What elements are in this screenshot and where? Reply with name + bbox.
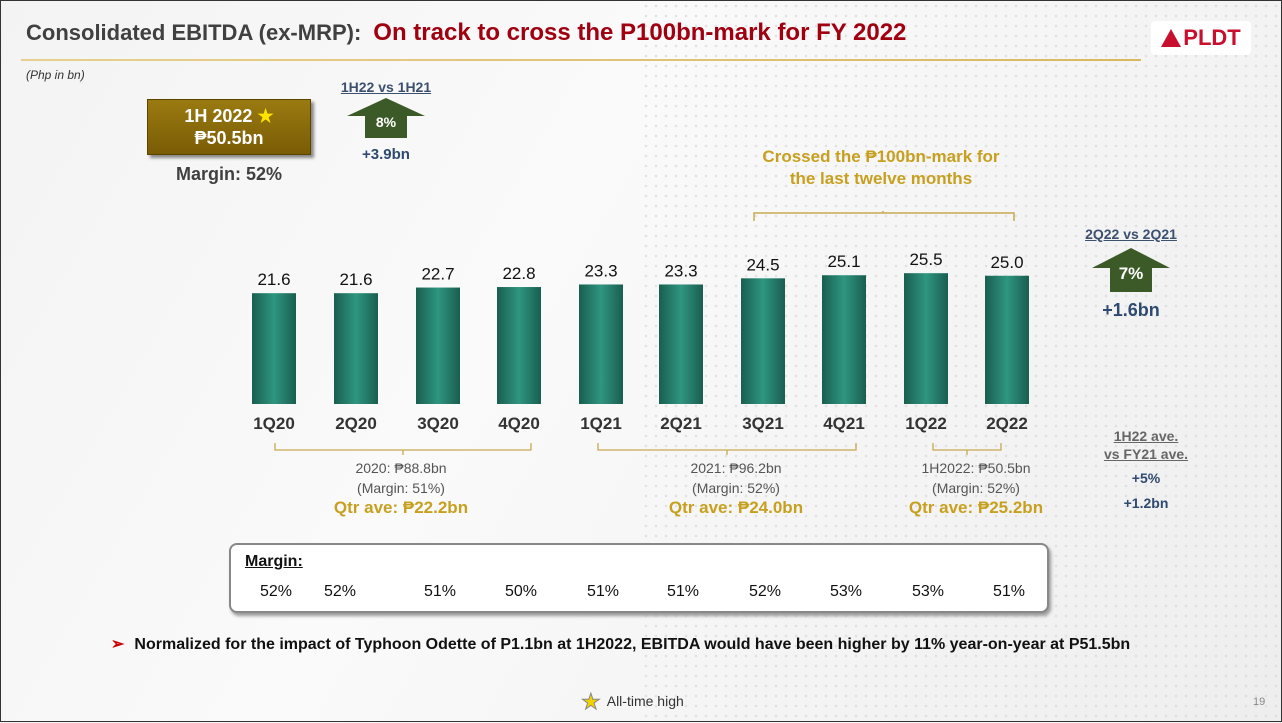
title-divider: [21, 59, 1141, 61]
bar-3Q20: [416, 287, 460, 404]
category-label: 4Q21: [823, 414, 865, 433]
bar-1Q20: [252, 293, 296, 404]
margin-value: 53%: [911, 583, 945, 600]
category-label: 2Q21: [660, 414, 702, 433]
group-total: 2021: ₱96.2bn: [690, 460, 782, 476]
margin-box: Margin: 52% 52% 51% 50% 51% 51% 52% 53% 53% 51%: [229, 543, 1049, 613]
bullet-note: ➢ Normalized for the impact of Typhoon Od…: [111, 634, 1211, 656]
group-margin: (Margin: 51%): [357, 480, 445, 496]
title-highlight: On track to cross the P100bn-mark for FY…: [373, 19, 907, 46]
ltm-bracket: [753, 211, 1015, 221]
comparison-1h-delta: +3.9bn: [362, 146, 410, 163]
data-label: 22.7: [421, 265, 454, 284]
bracket-2022: [932, 443, 1002, 455]
pldt-logo: PLDT: [1151, 21, 1251, 55]
margin-label: Margin:: [245, 553, 303, 570]
comparison-avg-heading-line2: vs FY21 ave.: [1103, 446, 1189, 462]
group-total: 1H2022: ₱50.5bn: [921, 460, 1031, 476]
group-margin: (Margin: 52%): [692, 480, 780, 496]
category-label: 1Q21: [580, 414, 622, 433]
highlight-box: 1H 2022 ★ ₱50.5bn: [147, 99, 311, 155]
category-label: 2Q22: [986, 414, 1028, 433]
category-label: 2Q20: [335, 414, 377, 433]
bar-1Q22: [904, 273, 948, 404]
category-label: 3Q20: [417, 414, 459, 433]
margin-value: 51%: [666, 583, 700, 600]
title-main: Consolidated EBITDA (ex-MRP):: [26, 20, 362, 45]
data-label: 25.5: [909, 250, 942, 269]
group-total: 2020: ₱88.8bn: [355, 460, 447, 476]
bracket-2020: [274, 443, 532, 455]
up-arrow-icon: [1092, 248, 1170, 292]
category-label: 4Q20: [498, 414, 540, 433]
bar-3Q21: [741, 278, 785, 404]
data-label: 23.3: [664, 261, 697, 280]
data-label: 25.0: [990, 253, 1023, 272]
star-icon: ★: [581, 689, 602, 715]
comparison-2q-pct: 7%: [1118, 264, 1144, 283]
margin-value: 51%: [992, 583, 1026, 600]
category-label: 1Q22: [905, 414, 947, 433]
data-label: 21.6: [339, 270, 372, 289]
data-label: 25.1: [827, 252, 860, 271]
ltm-note-line2: the last twelve months: [789, 169, 973, 188]
comparison-2q-delta: +1.6bn: [1102, 300, 1160, 320]
data-label: 23.3: [584, 261, 617, 280]
bar-4Q21: [822, 275, 866, 404]
comparison-avg-delta: +1.2bn: [1123, 495, 1169, 511]
arrow-bullet-icon: ➢: [111, 636, 125, 653]
bar-2Q22: [985, 275, 1029, 404]
category-label: 1Q20: [253, 414, 295, 433]
ltm-note-line1: Crossed the ₱100bn-mark for: [762, 147, 1000, 166]
category-label: 3Q21: [742, 414, 784, 433]
bar-2Q20: [334, 293, 378, 404]
data-label: 22.8: [502, 264, 535, 283]
comparison-1h-heading: 1H22 vs 1H21: [340, 79, 432, 95]
group-brackets: [274, 443, 1002, 455]
bracket-2021: [597, 443, 857, 455]
legend: ★ All-time high: [581, 689, 684, 715]
group-margin: (Margin: 52%): [932, 480, 1020, 496]
bullet-text: Normalized for the impact of Typhoon Ode…: [134, 636, 1131, 653]
margin-value: 50%: [504, 583, 538, 600]
margin-value: 52%: [259, 583, 293, 600]
group-avg: Qtr ave: ₱25.2bn: [908, 498, 1044, 517]
comparison-avg-heading: 1H22 ave. vs FY21 ave.: [1081, 427, 1211, 463]
data-label: 24.5: [746, 255, 779, 274]
highlight-margin: Margin: 52%: [175, 164, 283, 184]
bar-4Q20: [497, 287, 541, 404]
group-2021: 2021: ₱96.2bn (Margin: 52%) Qtr ave: ₱24.0…: [636, 458, 836, 518]
star-icon: ★: [257, 106, 274, 126]
ebitda-bar-chart: 21.6 1Q20 21.6 2Q20 22.7 3Q20 22.8 4Q20 23.3 1Q21…: [252, 250, 1029, 433]
margin-value: 52%: [323, 583, 357, 600]
group-avg: Qtr ave: ₱24.0bn: [668, 498, 804, 517]
highlight-period: 1H 2022: [184, 106, 253, 126]
up-arrow-icon: [347, 98, 425, 138]
comparison-avg-pct: +5%: [1131, 470, 1161, 486]
group-avg: Qtr ave: ₱22.2bn: [333, 498, 469, 517]
data-label: 21.6: [257, 270, 290, 289]
comparison-avg-heading-line1: 1H22 ave.: [1113, 428, 1179, 444]
margin-value: 52%: [748, 583, 782, 600]
highlight-value: ₱50.5bn: [194, 128, 264, 148]
legend-label: All-time high: [606, 693, 684, 709]
logo-text: PLDT: [1183, 25, 1241, 50]
logo-icon: [1161, 29, 1182, 47]
unit-note: (Php in bn): [26, 68, 85, 82]
page-number: 19: [1253, 696, 1266, 708]
margin-value: 53%: [829, 583, 863, 600]
comparison-2q-heading: 2Q22 vs 2Q21: [1085, 226, 1177, 242]
bar-1Q21: [579, 284, 623, 404]
comparison-1h-pct: 8%: [375, 114, 397, 130]
group-2020: 2020: ₱88.8bn (Margin: 51%) Qtr ave: ₱22.2…: [301, 458, 501, 518]
page-title: Consolidated EBITDA (ex-MRP): On track to…: [26, 19, 906, 47]
ltm-note: Crossed the ₱100bn-mark for the last twel…: [721, 146, 1041, 190]
margin-value: 51%: [586, 583, 620, 600]
group-1h2022: 1H2022: ₱50.5bn (Margin: 52%) Qtr ave: ₱25…: [876, 458, 1076, 518]
margin-value: 51%: [423, 583, 457, 600]
bar-2Q21: [659, 284, 703, 404]
